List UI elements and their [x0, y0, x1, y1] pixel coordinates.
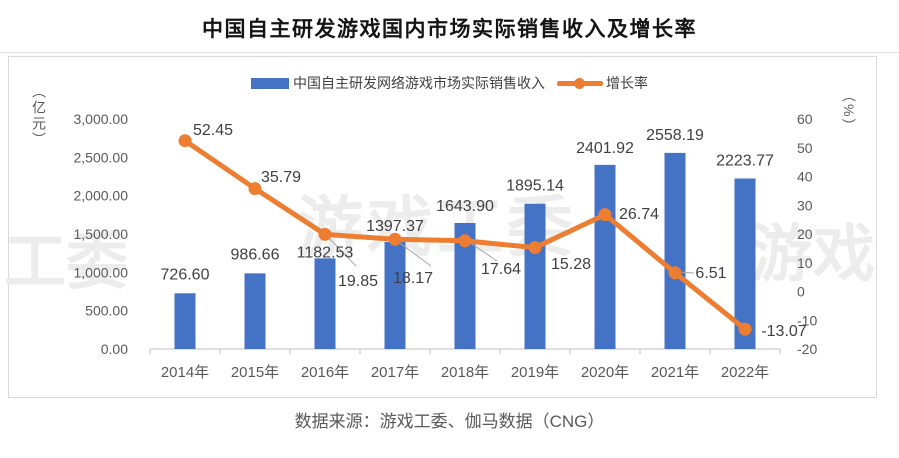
x-axis-category-label: 2019年	[511, 364, 559, 381]
line-marker-2016年	[318, 227, 332, 241]
right-axis-tick-label: -10	[797, 312, 817, 328]
x-axis-category-label: 2018年	[441, 364, 489, 381]
right-axis-tick-label: 30	[797, 197, 813, 213]
right-axis-tick-label: 20	[797, 226, 813, 242]
bar-value-label: 1397.37	[366, 218, 424, 235]
right-axis-tick-label: 60	[797, 111, 813, 127]
left-axis-tick-label: 2,500.00	[74, 149, 129, 165]
right-axis-tick-label: 50	[797, 140, 813, 156]
left-axis-tick-label: 2,000.00	[74, 188, 129, 204]
growth-value-label: 15.28	[551, 256, 591, 273]
line-marker-2020年	[598, 208, 612, 222]
right-axis-tick-label: -20	[797, 341, 817, 357]
bar-2020年	[594, 164, 616, 349]
header-divider	[0, 52, 899, 53]
right-axis-tick-label: 40	[797, 169, 813, 185]
legend-label-revenue: 中国自主研发网络游戏市场实际销售收入	[293, 75, 545, 91]
x-axis-category-label: 2016年	[301, 364, 349, 381]
left-axis-tick-label: 3,000.00	[74, 111, 129, 127]
line-marker-2017年	[388, 232, 402, 246]
growth-value-label: 6.51	[695, 265, 726, 282]
line-marker-2015年	[248, 182, 262, 196]
left-axis-tick-label: 1,000.00	[74, 264, 129, 280]
bar-value-label: 986.66	[231, 246, 280, 263]
growth-value-label: 17.64	[481, 261, 521, 278]
bar-2021年	[664, 152, 686, 349]
chart-legend: 中国自主研发网络游戏市场实际销售收入 增长率	[0, 73, 899, 93]
line-marker-2014年	[178, 134, 192, 148]
bar-2022年	[734, 178, 756, 349]
growth-value-label: 19.85	[338, 273, 378, 290]
growth-series-line-swatch	[557, 77, 603, 89]
line-marker-2021年	[668, 266, 682, 280]
page-title: 中国自主研发游戏国内市场实际销售收入及增长率	[202, 18, 697, 41]
bar-value-label: 2223.77	[716, 153, 774, 170]
bar-2016年	[314, 258, 336, 349]
revenue-series-swatch	[251, 77, 289, 89]
x-axis-category-label: 2020年	[581, 364, 629, 381]
bar-2019年	[524, 203, 546, 349]
growth-series-marker-icon	[574, 77, 585, 89]
growth-value-label: 35.79	[261, 169, 301, 186]
line-marker-2022年	[738, 322, 752, 336]
growth-value-label: 52.45	[193, 122, 233, 139]
bar-2018年	[454, 222, 476, 349]
left-axis-tick-label: 1,500.00	[74, 226, 129, 242]
x-axis-category-label: 2015年	[231, 364, 279, 381]
chart-card	[8, 56, 877, 398]
label-leader-line	[396, 240, 432, 267]
bar-value-label: 1182.53	[297, 244, 354, 261]
legend-label-growth: 增长率	[606, 75, 648, 91]
bar-2017年	[384, 241, 406, 349]
x-axis-category-label: 2014年	[161, 364, 209, 381]
bar-2015年	[244, 273, 266, 349]
right-axis-tick-label: 10	[797, 255, 813, 271]
bar-value-label: 1895.14	[506, 178, 564, 195]
label-leader-line	[328, 237, 357, 267]
left-axis-tick-label: 0.00	[101, 341, 128, 357]
line-marker-2018年	[458, 234, 472, 248]
growth-value-label: 26.74	[619, 206, 659, 223]
label-leader-line	[468, 241, 498, 262]
x-axis-category-label: 2017年	[371, 364, 419, 381]
right-axis-tick-label: 0	[797, 284, 805, 300]
bar-value-label: 726.60	[161, 266, 210, 283]
bar-value-label: 2558.19	[646, 127, 704, 144]
x-axis-category-label: 2022年	[721, 364, 769, 381]
left-axis-tick-label: 500.00	[85, 303, 128, 319]
growth-value-label: -13.07	[761, 323, 806, 340]
line-marker-2019年	[528, 241, 542, 255]
left-axis-unit: （亿元）	[31, 84, 47, 148]
bar-value-label: 1643.90	[436, 198, 494, 215]
growth-value-label: 18.17	[393, 270, 433, 287]
bar-value-label: 2401.92	[576, 140, 634, 157]
data-source-caption: 数据来源：游戏工委、伽马数据（CNG）	[294, 412, 605, 431]
x-axis-category-label: 2021年	[651, 364, 699, 381]
bar-2014年	[174, 293, 196, 349]
right-axis-unit: （%）	[841, 88, 857, 135]
